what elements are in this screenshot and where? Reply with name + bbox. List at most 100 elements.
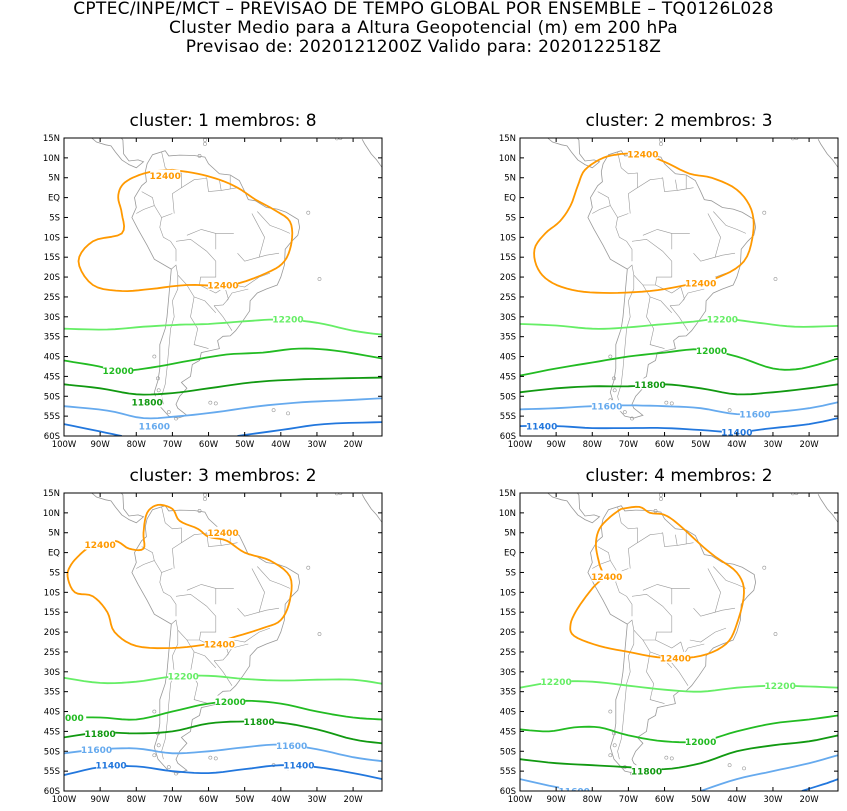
contour-label-bg <box>95 759 126 771</box>
lon-tick-label: 50W <box>235 440 255 450</box>
contour-label: 12000 <box>103 367 134 377</box>
lat-tick-label: 5S <box>49 213 60 223</box>
lat-tick-label: EQ <box>48 549 60 559</box>
lat-tick-label: 25S <box>500 293 516 303</box>
lat-tick-label: 35S <box>500 688 516 698</box>
island <box>612 743 617 748</box>
contour-label-bg <box>660 651 691 663</box>
lat-tick-label: 60S <box>44 432 60 442</box>
country-border <box>181 532 207 543</box>
country-border <box>655 284 685 306</box>
lon-tick-label: 100W <box>508 795 533 805</box>
contour-label: 11600 <box>591 403 622 413</box>
coastline <box>587 505 757 774</box>
lat-tick-label: 5N <box>48 174 60 184</box>
contour-label: 12400 <box>207 529 238 539</box>
island <box>659 142 663 146</box>
lon-tick-label: 30W <box>763 795 783 805</box>
country-border <box>617 275 635 405</box>
figure-header: CPTEC/INPE/MCT – PREVISAO DE TEMPO GLOBA… <box>0 0 847 57</box>
lat-tick-label: 5N <box>504 174 516 184</box>
country-border <box>171 238 217 286</box>
island <box>338 138 343 140</box>
lon-tick-label: 30W <box>763 440 783 450</box>
lat-tick-label: 55S <box>500 767 516 777</box>
contour-label-bg <box>721 426 752 436</box>
contour-label: 12200 <box>272 315 303 325</box>
map-panel-1: 12400 12400 12200 12000 11800 11600 15N 10N 5N EQ… <box>43 134 383 450</box>
island <box>166 765 171 770</box>
lon-tick-label: 60W <box>655 795 675 805</box>
map-frame <box>63 137 383 437</box>
country-border <box>610 205 618 218</box>
contour-label: 11400 <box>526 423 557 433</box>
island <box>286 411 290 416</box>
map-content: 12400 12400 12200 12000 11800 11600 11600 11400… <box>520 138 838 436</box>
lat-tick-label: 10S <box>44 233 60 243</box>
country-border <box>682 288 705 302</box>
lat-tick-label: 35S <box>44 333 60 343</box>
contour-12200 <box>64 674 382 685</box>
island <box>203 142 207 146</box>
country-border <box>617 151 638 214</box>
lat-tick-label: 5N <box>48 529 60 539</box>
contour-label-bg <box>635 378 666 390</box>
country-border <box>675 534 678 546</box>
island <box>197 153 202 158</box>
island <box>213 401 218 406</box>
contour-11800 <box>520 383 838 396</box>
coastline <box>817 138 838 168</box>
country-border <box>186 229 216 236</box>
island <box>658 487 661 490</box>
coastline <box>91 138 145 169</box>
lat-tick-label: 40S <box>500 353 516 363</box>
contour-11400 <box>801 778 838 791</box>
contour-label: 12200 <box>540 678 571 688</box>
panel-title: cluster: 1 membros: 8 <box>129 111 317 131</box>
contour-12000 <box>520 348 838 377</box>
contour-label-bg <box>541 675 572 687</box>
lat-tick-label: 20S <box>44 628 60 638</box>
country-border <box>671 233 690 250</box>
contour-11600 <box>64 397 382 420</box>
country-border <box>219 179 222 191</box>
lat-tick-label: 45S <box>500 727 516 737</box>
country-border <box>646 296 665 349</box>
lat-tick-label: 10N <box>43 154 60 164</box>
contour-label-bg <box>631 765 662 777</box>
contour-12200 <box>520 317 838 330</box>
contour-11600 <box>520 401 838 416</box>
country-border <box>669 660 689 686</box>
lat-tick-label: 45S <box>500 372 516 382</box>
country-border <box>171 593 217 641</box>
island <box>794 493 799 495</box>
contour-label: 11800 <box>634 381 665 391</box>
lon-tick-label: 50W <box>691 440 711 450</box>
lon-tick-label: 30W <box>307 795 327 805</box>
contour-12400 <box>77 168 294 292</box>
lat-tick-label: 50S <box>500 747 516 757</box>
island <box>317 632 322 636</box>
map-content: 12400 12400 12400 12200 2000 12000 11800 11800 1… <box>64 493 382 780</box>
country-border <box>199 284 229 306</box>
island <box>203 138 207 142</box>
contour-label-bg <box>559 785 590 791</box>
panel-title: cluster: 3 membros: 2 <box>129 466 317 486</box>
country-border <box>642 584 672 591</box>
island <box>208 400 213 405</box>
contour-label: 12200 <box>707 315 738 325</box>
lat-tick-label: 55S <box>500 412 516 422</box>
country-border <box>642 229 672 236</box>
island <box>317 277 322 281</box>
map-frame <box>63 492 383 792</box>
island <box>659 493 663 497</box>
panel-title: cluster: 2 membros: 3 <box>585 111 773 131</box>
island <box>208 755 213 760</box>
contour-label: 11400 <box>95 762 126 772</box>
contour-label-bg <box>208 279 238 291</box>
lat-tick-label: 25S <box>44 648 60 658</box>
map-frame <box>519 492 839 792</box>
country-border <box>190 296 209 349</box>
lat-tick-label: 20S <box>500 273 516 283</box>
country-border <box>136 191 155 214</box>
